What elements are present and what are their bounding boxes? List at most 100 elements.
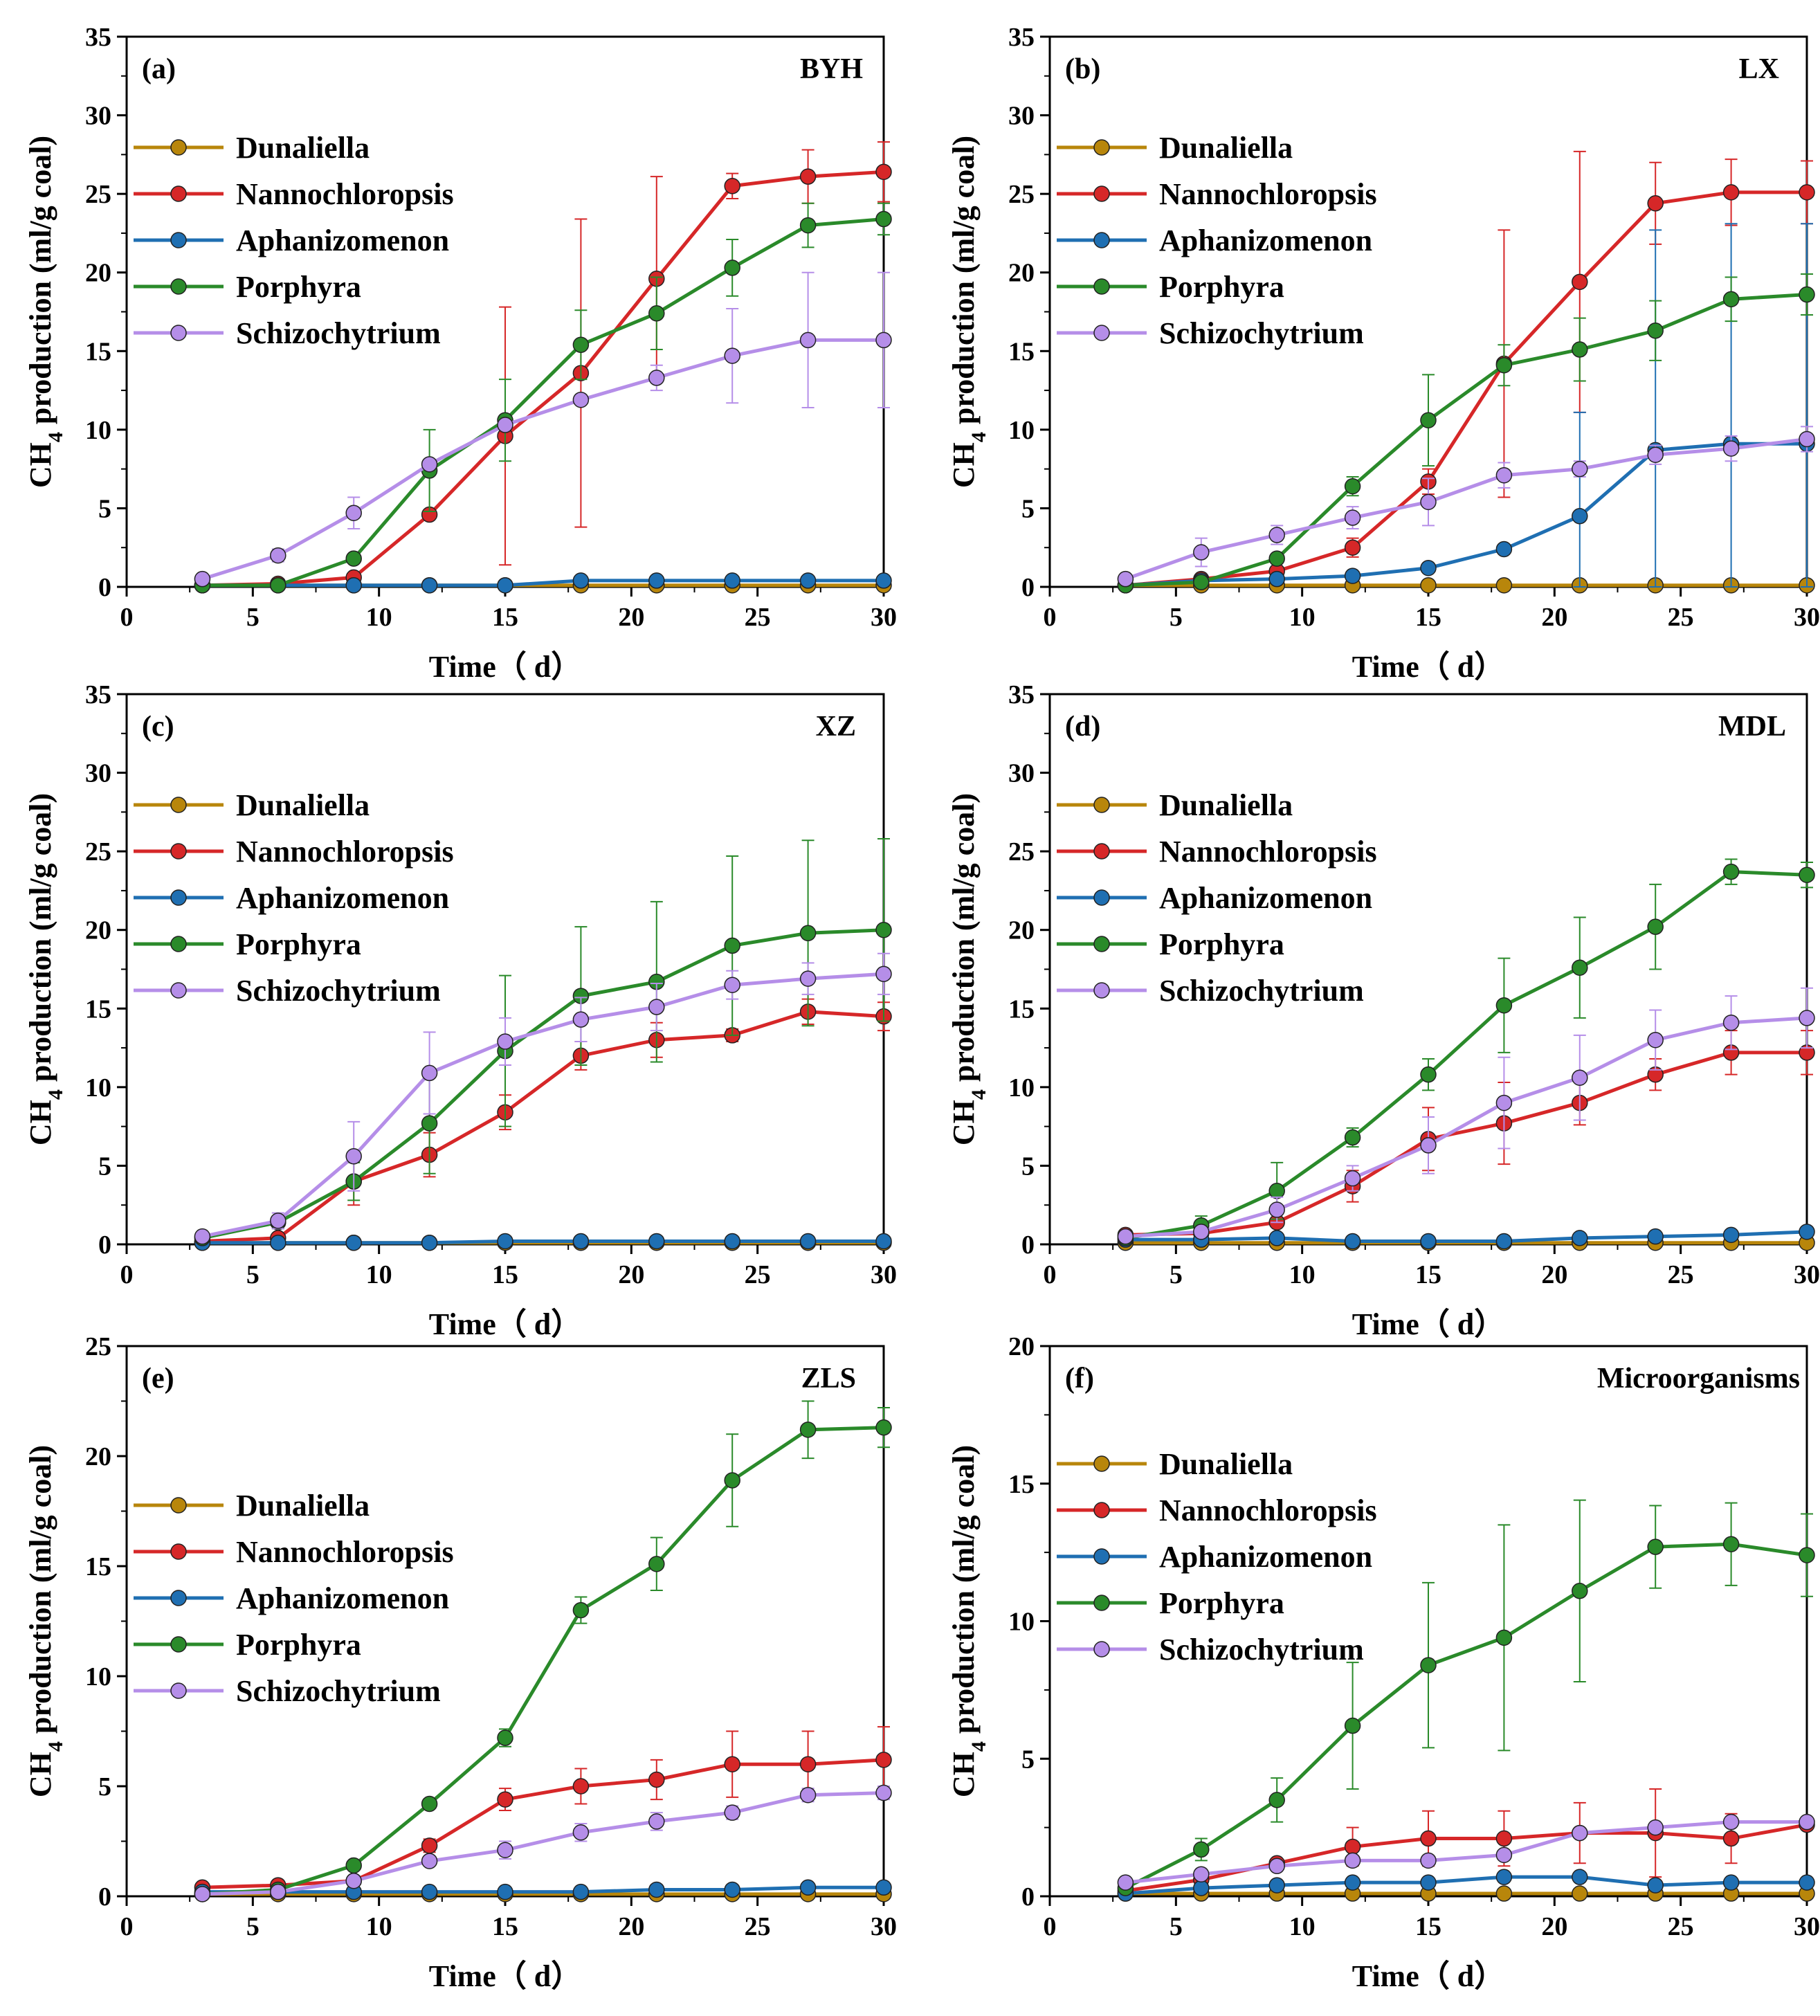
legend-label: Dunaliella <box>236 788 370 822</box>
data-point <box>875 1784 892 1801</box>
x-tick-label: 10 <box>1289 1912 1316 1941</box>
legend-marker <box>170 982 187 999</box>
data-point <box>1193 1866 1210 1882</box>
y-tick-label: 20 <box>85 916 111 945</box>
legend-label: Porphyra <box>236 1628 361 1662</box>
data-point <box>1268 527 1285 543</box>
data-point <box>1420 412 1437 428</box>
y-tick-label: 25 <box>1008 180 1035 209</box>
data-point <box>1799 184 1815 201</box>
x-tick-label: 30 <box>871 1912 897 1941</box>
y-tick-label: 0 <box>1021 1882 1035 1911</box>
series-line <box>201 972 884 1239</box>
legend-marker <box>170 1497 187 1514</box>
data-point <box>1722 863 1740 880</box>
data-point <box>345 576 362 594</box>
series-line <box>202 1885 884 1894</box>
legend-marker <box>170 232 187 248</box>
data-point <box>799 925 817 942</box>
data-point <box>799 1879 817 1896</box>
data-point <box>1268 1201 1285 1218</box>
x-tick-label: 25 <box>745 1260 771 1289</box>
y-axis-title: CH4 production (ml/g coal) <box>947 136 990 488</box>
x-tick-label: 30 <box>1794 603 1820 632</box>
data-point <box>648 305 665 322</box>
x-tick-label: 15 <box>492 1260 518 1289</box>
x-tick-label: 25 <box>745 603 771 632</box>
series-line <box>202 579 884 588</box>
legend: Dunaliella Nannochloropsis Aphanizomenon Po… <box>1057 131 1377 350</box>
legend-marker <box>1093 139 1110 156</box>
panel-letter: (c) <box>142 711 174 743</box>
y-tick-label: 10 <box>1008 416 1035 445</box>
x-axis-title: Time（ d） <box>1352 1959 1504 1993</box>
series-nannochloropsis <box>194 1726 892 1896</box>
data-point <box>1268 1858 1285 1875</box>
y-tick-label: 10 <box>85 1662 111 1691</box>
data-point <box>572 391 590 408</box>
y-tick-label: 20 <box>85 259 111 288</box>
data-point <box>1495 1830 1513 1847</box>
data-point <box>1193 1880 1210 1896</box>
data-point <box>1799 286 1815 303</box>
y-tick-label: 15 <box>1008 995 1035 1024</box>
data-point <box>421 1115 438 1132</box>
data-point <box>1799 1224 1815 1240</box>
x-axis-title: Time（ d） <box>429 1959 581 1993</box>
data-point <box>1420 1852 1437 1869</box>
data-point <box>1722 291 1740 308</box>
legend-marker <box>170 936 187 952</box>
data-point <box>1722 1014 1740 1031</box>
legend-marker <box>1093 1595 1110 1611</box>
legend-label: Nannochloropsis <box>236 177 454 211</box>
legend-marker <box>170 139 187 156</box>
y-tick-label: 15 <box>85 995 111 1024</box>
data-point <box>724 572 740 589</box>
legend-label: Porphyra <box>1159 270 1284 304</box>
data-point <box>724 1804 740 1821</box>
legend-marker <box>1093 232 1110 248</box>
data-point <box>1344 1233 1361 1250</box>
y-axis-title: CH4 production (ml/g coal) <box>24 1445 67 1797</box>
data-point <box>345 1872 362 1889</box>
data-point <box>1647 1819 1664 1836</box>
data-point <box>724 178 740 194</box>
y-tick-label: 10 <box>85 1073 111 1102</box>
data-point <box>1572 1230 1588 1246</box>
panel-title: XZ <box>816 711 856 743</box>
data-point <box>1572 1824 1588 1842</box>
data-point <box>572 1601 590 1619</box>
data-point <box>421 1234 438 1251</box>
data-point <box>799 970 817 987</box>
data-point <box>724 347 740 364</box>
data-point <box>270 1213 286 1229</box>
legend-marker <box>1093 1455 1110 1472</box>
data-point <box>497 1883 513 1900</box>
data-point <box>421 1837 438 1854</box>
x-tick-label: 10 <box>366 603 392 632</box>
data-point <box>270 1883 286 1900</box>
legend-label: Nannochloropsis <box>1159 835 1377 869</box>
data-point <box>497 1791 513 1808</box>
data-point <box>1495 541 1513 558</box>
y-tick-label: 25 <box>85 1332 111 1361</box>
x-tick-label: 10 <box>1289 1260 1316 1289</box>
data-point <box>1420 1137 1437 1154</box>
legend-label: Nannochloropsis <box>1159 1493 1377 1527</box>
y-axis-title: CH4 production (ml/g coal) <box>24 136 67 488</box>
legend-label: Nannochloropsis <box>1159 177 1377 211</box>
legend-label: Dunaliella <box>236 1489 370 1523</box>
x-tick-label: 5 <box>1170 1912 1183 1941</box>
data-point <box>1647 446 1664 463</box>
data-point <box>1420 1830 1437 1847</box>
series-porphyra <box>1117 1499 1815 1896</box>
data-point <box>875 965 892 983</box>
data-point <box>1268 1877 1285 1894</box>
x-axis-title: Time（ d） <box>429 650 581 684</box>
data-point <box>1193 1224 1210 1240</box>
x-tick-label: 0 <box>120 1260 134 1289</box>
data-point <box>1799 866 1815 883</box>
data-point <box>572 1778 590 1795</box>
data-point <box>1572 341 1588 358</box>
